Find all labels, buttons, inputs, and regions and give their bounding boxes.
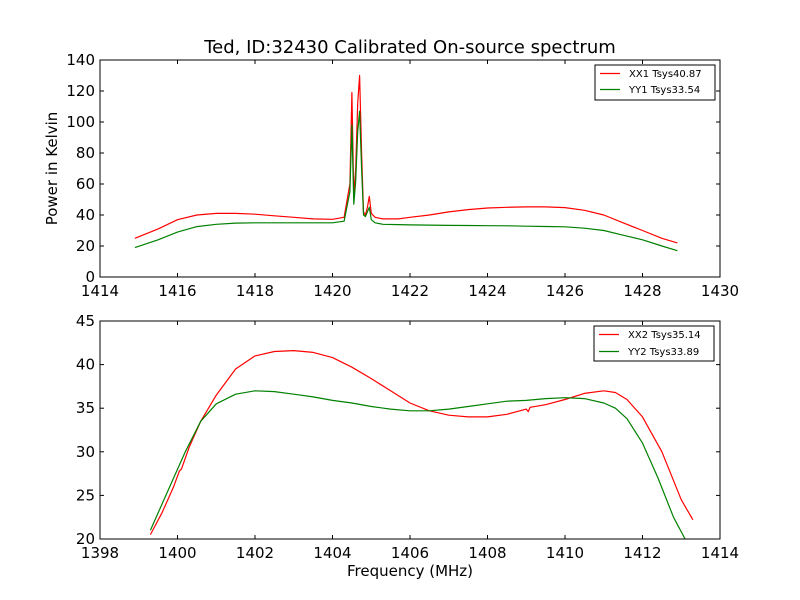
y-tick-label: 30 [76,443,95,461]
y-tick-label: 100 [66,113,95,131]
y-tick-label: 35 [76,399,95,417]
x-tick-label: 1414 [81,282,119,300]
x-tick-label: 1402 [236,544,274,562]
y-tick-label: 20 [76,237,95,255]
y-tick-label: 40 [76,356,95,374]
y-tick-label: 40 [76,206,95,224]
x-axis-ticks: 1414 1416 1418 1420 1422 1424 1426 1428 1430 [81,60,739,300]
legend-label-xx1: XX1 Tsys40.87 [629,69,702,80]
y-tick-label: 45 [76,312,95,330]
series-group [149,350,694,540]
y-axis-ticks: 20 25 30 35 40 45 [76,312,720,548]
x-tick-label: 1426 [546,282,584,300]
y-tick-label: 25 [76,486,95,504]
x-axis-label: Frequency (MHz) [347,562,473,580]
plot-frame [99,320,721,540]
y-tick-label: 120 [66,82,95,100]
x-tick-label: 1420 [313,282,351,300]
plot-frame [99,59,721,278]
x-tick-label: 1424 [468,282,506,300]
x-axis-ticks: 1398 1400 1402 1404 1406 1408 1410 1412 1414 [81,321,739,562]
bottom-panel: Frequency (MHz) 1398 1400 1402 1404 1406 1408… [76,312,739,580]
chart-title: Ted, ID:32430 Calibrated On-source spect… [203,37,616,58]
x-tick-label: 1414 [701,544,739,562]
legend-label-xx2: XX2 Tsys35.14 [628,330,701,341]
x-tick-label: 1408 [468,544,506,562]
y-axis-label: Power in Kelvin [43,112,61,226]
series-line-xx2 [149,350,694,535]
x-tick-label: 1416 [158,282,196,300]
series-group [134,74,678,252]
y-axis-ticks: 0 20 40 60 80 100 120 140 [66,51,720,286]
y-tick-label: 20 [76,530,95,548]
series-line-xx1 [134,74,678,244]
legend-box [593,325,715,362]
y-tick-label: 80 [76,144,95,162]
legend: XX1 Tsys40.87 YY1 Tsys33.54 [594,64,716,101]
y-tick-label: 140 [66,51,95,69]
x-tick-label: 1430 [701,282,739,300]
x-tick-label: 1400 [158,544,196,562]
x-tick-label: 1428 [623,282,661,300]
y-tick-label: 60 [76,175,95,193]
x-tick-label: 1418 [236,282,274,300]
legend-label-yy1: YY1 Tsys33.54 [628,85,700,96]
top-panel: Ted, ID:32430 Calibrated On-source spect… [43,37,739,300]
y-tick-label: 0 [85,268,95,286]
legend-label-yy2: YY2 Tsys33.89 [627,347,699,358]
x-tick-label: 1398 [81,544,119,562]
legend-box [594,64,716,101]
series-line-yy1 [134,110,678,252]
legend: XX2 Tsys35.14 YY2 Tsys33.89 [593,325,715,362]
x-tick-label: 1406 [391,544,429,562]
series-line-yy2 [149,390,686,540]
x-tick-label: 1422 [391,282,429,300]
x-tick-label: 1412 [623,544,661,562]
x-tick-label: 1410 [546,544,584,562]
x-tick-label: 1404 [313,544,351,562]
